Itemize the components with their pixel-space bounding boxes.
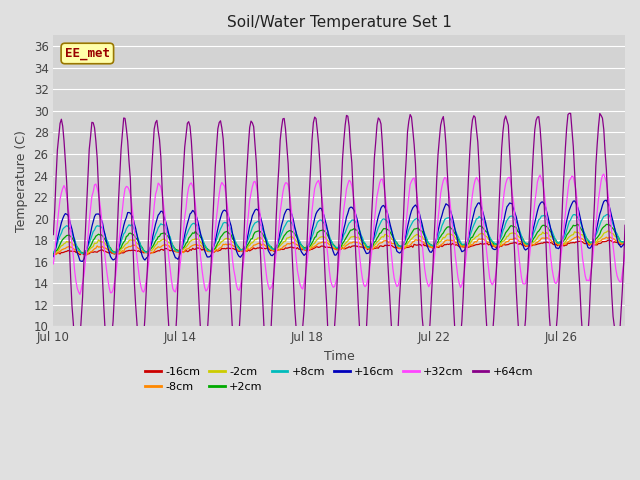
- -8cm: [83, 252, 90, 258]
- -16cm: [49, 251, 57, 257]
- -8cm: [447, 237, 455, 243]
- +16cm: [503, 204, 511, 210]
- X-axis label: Time: Time: [324, 350, 355, 363]
- -8cm: [383, 238, 390, 243]
- +32cm: [383, 202, 390, 207]
- +32cm: [575, 214, 582, 220]
- -8cm: [95, 244, 102, 250]
- +2cm: [503, 228, 511, 234]
- Text: EE_met: EE_met: [65, 47, 110, 60]
- +2cm: [383, 226, 390, 232]
- Line: -8cm: -8cm: [53, 236, 625, 255]
- +16cm: [447, 210, 455, 216]
- +8cm: [383, 217, 390, 223]
- Title: Soil/Water Temperature Set 1: Soil/Water Temperature Set 1: [227, 15, 452, 30]
- +16cm: [49, 254, 57, 260]
- +2cm: [491, 240, 499, 246]
- Line: +2cm: +2cm: [53, 224, 625, 254]
- -16cm: [605, 237, 613, 243]
- -8cm: [49, 252, 57, 257]
- -2cm: [447, 231, 455, 237]
- +16cm: [575, 207, 582, 213]
- +16cm: [95, 211, 102, 217]
- -8cm: [576, 235, 584, 241]
- +16cm: [383, 207, 390, 213]
- +64cm: [566, 110, 573, 116]
- Y-axis label: Temperature (C): Temperature (C): [15, 130, 28, 232]
- +64cm: [621, 222, 629, 228]
- +2cm: [573, 221, 581, 227]
- +8cm: [621, 238, 629, 243]
- -16cm: [95, 248, 102, 254]
- +64cm: [383, 223, 390, 228]
- -2cm: [604, 228, 612, 234]
- +16cm: [491, 247, 499, 252]
- Legend: -16cm, -8cm, -2cm, +2cm, +8cm, +16cm, +32cm, +64cm: -16cm, -8cm, -2cm, +2cm, +8cm, +16cm, +3…: [141, 362, 538, 396]
- -16cm: [491, 244, 499, 250]
- +2cm: [621, 239, 629, 245]
- -2cm: [621, 240, 629, 246]
- Line: +8cm: +8cm: [53, 215, 625, 253]
- -16cm: [503, 242, 511, 248]
- +8cm: [604, 212, 612, 217]
- +8cm: [447, 217, 455, 223]
- +8cm: [79, 251, 86, 256]
- -2cm: [51, 251, 59, 256]
- +64cm: [447, 257, 455, 263]
- +64cm: [49, 232, 57, 238]
- +32cm: [621, 250, 629, 255]
- -16cm: [621, 242, 629, 248]
- +32cm: [76, 291, 84, 297]
- +2cm: [447, 226, 455, 232]
- +32cm: [447, 212, 455, 218]
- +64cm: [93, 155, 101, 161]
- +2cm: [576, 224, 584, 230]
- +64cm: [503, 118, 511, 123]
- Line: -16cm: -16cm: [53, 240, 625, 255]
- Line: +16cm: +16cm: [53, 200, 625, 262]
- +64cm: [232, 356, 240, 362]
- Line: +32cm: +32cm: [53, 174, 625, 294]
- +32cm: [503, 177, 511, 182]
- +64cm: [576, 286, 584, 292]
- +8cm: [49, 250, 57, 255]
- +16cm: [79, 259, 86, 264]
- -2cm: [95, 237, 102, 243]
- +32cm: [49, 261, 57, 267]
- +8cm: [95, 223, 102, 229]
- +8cm: [503, 217, 511, 223]
- +32cm: [95, 191, 102, 197]
- -2cm: [503, 234, 511, 240]
- -2cm: [491, 242, 499, 248]
- +32cm: [491, 276, 499, 281]
- -16cm: [83, 252, 90, 258]
- -16cm: [575, 239, 582, 244]
- +64cm: [491, 294, 499, 300]
- -16cm: [383, 243, 390, 249]
- +16cm: [603, 197, 611, 203]
- +2cm: [80, 251, 88, 257]
- Line: -2cm: -2cm: [53, 231, 625, 253]
- +2cm: [95, 231, 102, 237]
- +16cm: [621, 240, 629, 246]
- -16cm: [447, 242, 455, 248]
- +8cm: [491, 241, 499, 247]
- +2cm: [49, 250, 57, 256]
- -2cm: [49, 251, 57, 256]
- -2cm: [575, 229, 582, 235]
- -2cm: [383, 232, 390, 238]
- +32cm: [600, 171, 607, 177]
- -8cm: [503, 239, 511, 244]
- -8cm: [491, 244, 499, 250]
- -8cm: [621, 241, 629, 247]
- +8cm: [575, 216, 582, 222]
- Line: +64cm: +64cm: [53, 113, 625, 359]
- -8cm: [573, 233, 581, 239]
